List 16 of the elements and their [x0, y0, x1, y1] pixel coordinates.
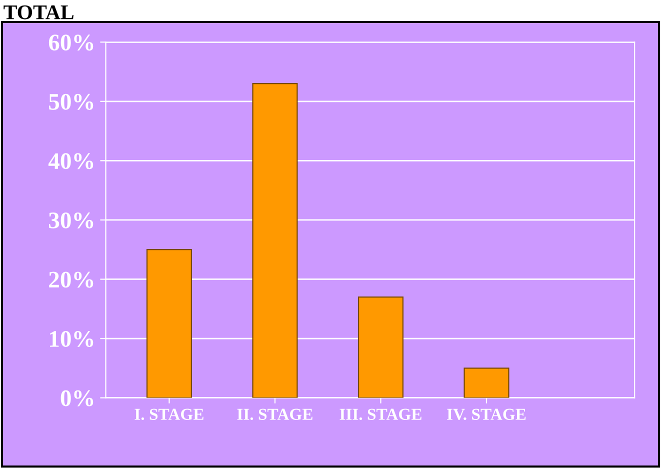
- y-tick-label: 50%: [49, 94, 94, 110]
- bar: [358, 296, 404, 398]
- x-tick-label: IV. STAGE: [447, 408, 526, 420]
- x-tick-label: III. STAGE: [340, 408, 422, 420]
- chart-title: TOTAL: [4, 5, 74, 20]
- y-tick-label: 30%: [49, 212, 94, 228]
- y-tick-label: 60%: [48, 34, 94, 51]
- bar: [252, 83, 298, 398]
- y-tick-label: 10%: [50, 331, 94, 348]
- bar: [146, 249, 192, 398]
- bar: [464, 368, 510, 398]
- y-tick-label: 40%: [48, 153, 94, 170]
- y-tick-label: 0%: [60, 390, 94, 406]
- x-tick-label: II. STAGE: [237, 408, 312, 420]
- x-tick-label: I. STAGE: [134, 408, 204, 420]
- y-tick-label: 20%: [49, 272, 94, 288]
